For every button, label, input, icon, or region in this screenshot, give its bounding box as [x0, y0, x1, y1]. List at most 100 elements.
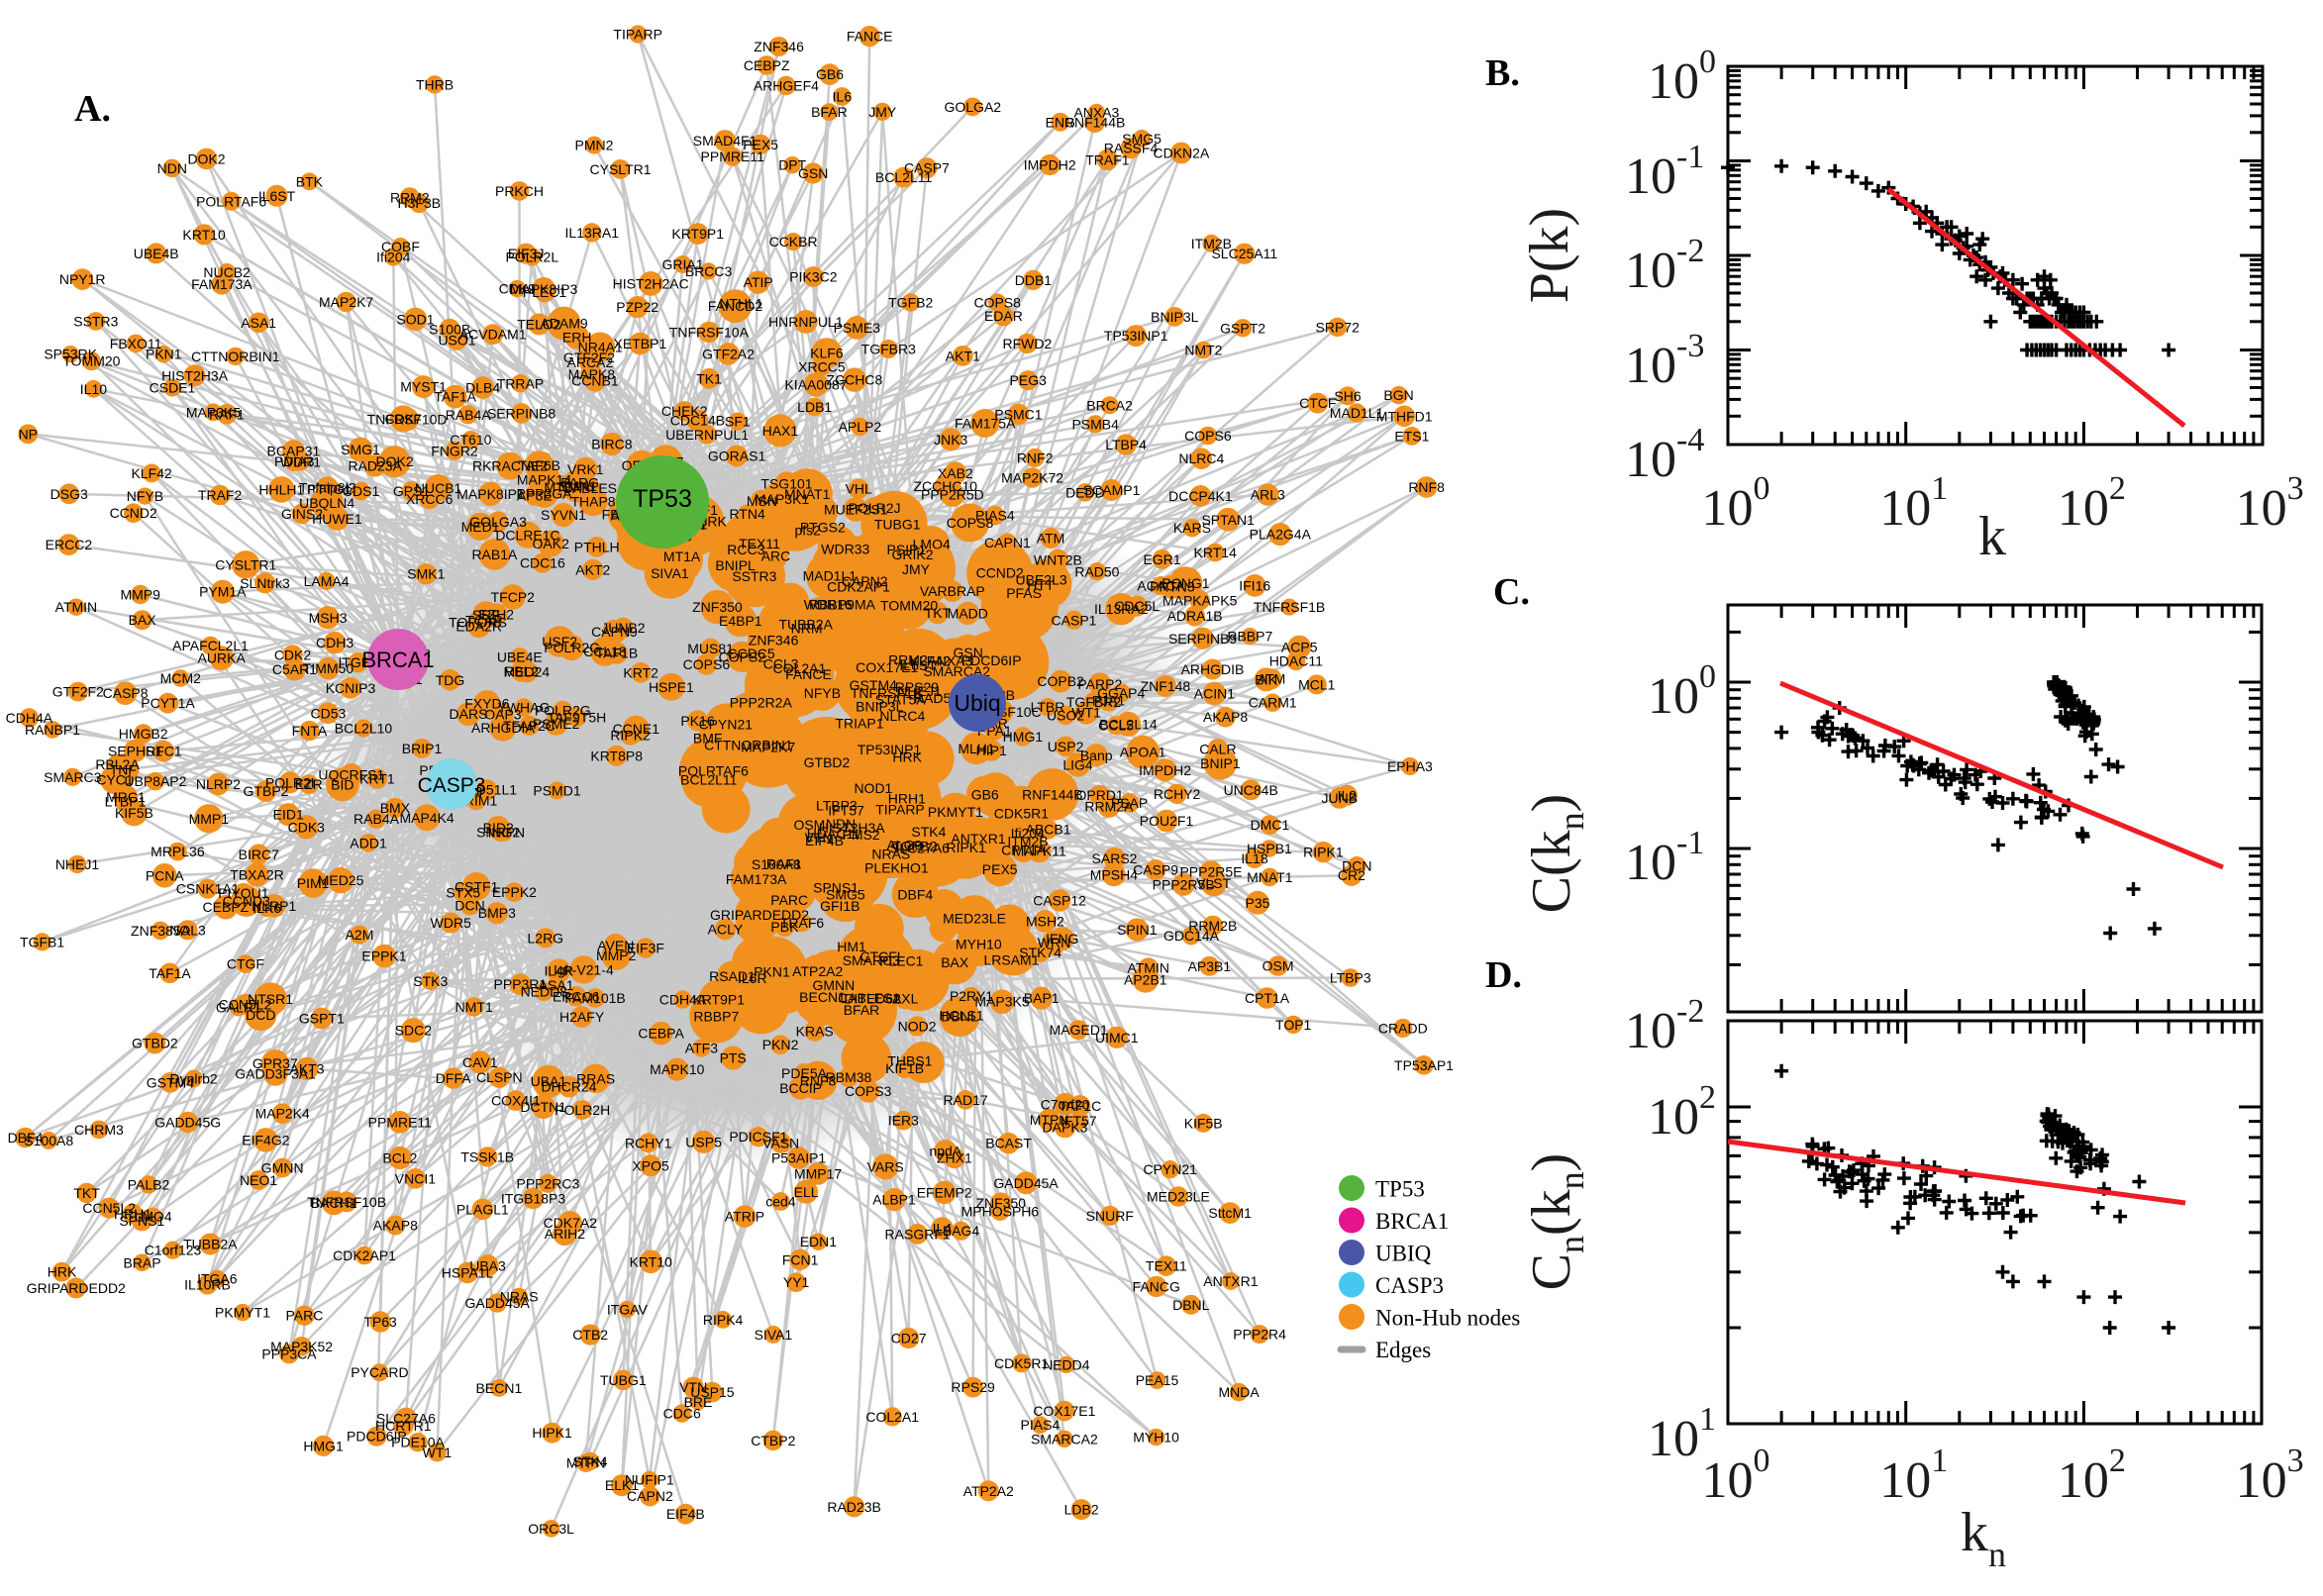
svg-text:SNRPN: SNRPN	[476, 825, 525, 841]
svg-text:BMF: BMF	[693, 730, 723, 746]
svg-text:P53AIP1: P53AIP1	[771, 1150, 826, 1166]
svg-text:SH6: SH6	[1334, 388, 1361, 404]
svg-text:OSM: OSM	[793, 817, 825, 833]
svg-text:ITGB18P3: ITGB18P3	[501, 1190, 566, 1206]
svg-text:KLF6: KLF6	[810, 346, 844, 361]
svg-text:GMNN: GMNN	[261, 1160, 304, 1176]
svg-text:KRT1: KRT1	[359, 771, 395, 787]
svg-text:JMY: JMY	[868, 104, 897, 120]
svg-text:BIRC8: BIRC8	[591, 437, 632, 452]
svg-text:MAPK10: MAPK10	[650, 1061, 704, 1077]
svg-text:APLP2: APLP2	[839, 419, 882, 435]
svg-text:DSG3: DSG3	[50, 486, 88, 502]
svg-text:SMG5: SMG5	[1122, 131, 1162, 147]
svg-text:TNFRSF1B: TNFRSF1B	[1254, 599, 1325, 615]
svg-text:DBF4: DBF4	[897, 887, 933, 903]
svg-text:NTSR1: NTSR1	[248, 991, 293, 1007]
svg-text:EIF4B: EIF4B	[666, 1506, 705, 1522]
svg-text:VTN: VTN	[679, 1379, 707, 1395]
svg-text:SSTR3: SSTR3	[732, 568, 776, 584]
svg-text:CCL18: CCL18	[583, 644, 627, 659]
svg-text:MSH2: MSH2	[1026, 914, 1064, 930]
svg-text:NLRC4: NLRC4	[879, 708, 925, 724]
svg-text:GOLGA2: GOLGA2	[945, 99, 1002, 115]
svg-text:PLAGL1: PLAGL1	[456, 1201, 509, 1217]
svg-text:MED23LE: MED23LE	[943, 910, 1006, 926]
svg-text:MED24: MED24	[503, 663, 550, 679]
svg-text:PIAS4: PIAS4	[1021, 1417, 1060, 1433]
svg-text:-2: -2	[1676, 993, 1704, 1030]
svg-text:UBA3: UBA3	[469, 1257, 506, 1273]
svg-text:ING2: ING2	[487, 825, 520, 841]
svg-text:UBA1: UBA1	[531, 1073, 567, 1089]
svg-text:MAP2K7: MAP2K7	[741, 739, 795, 754]
svg-text:DCCP4K1: DCCP4K1	[1168, 488, 1233, 504]
svg-text:AP3B1: AP3B1	[1188, 958, 1232, 974]
svg-text:EIF3J: EIF3J	[508, 246, 545, 261]
svg-text:PPP2R5E: PPP2R5E	[1179, 864, 1242, 880]
svg-text:ILK6: ILK6	[252, 900, 281, 916]
svg-text:BCL2L11: BCL2L11	[680, 772, 738, 788]
svg-text:MCM2: MCM2	[160, 670, 201, 686]
svg-text:PKMYT1: PKMYT1	[928, 804, 983, 820]
svg-text:HDAC11: HDAC11	[807, 826, 860, 842]
svg-text:RFWD2: RFWD2	[1003, 336, 1053, 351]
svg-text:MYH10: MYH10	[956, 937, 1002, 952]
svg-text:ERCC6: ERCC6	[553, 988, 600, 1004]
svg-text:DEDD: DEDD	[1065, 484, 1105, 500]
svg-text:GINS2: GINS2	[281, 506, 323, 522]
svg-text:CASP12: CASP12	[1033, 892, 1086, 908]
svg-text:GSN: GSN	[954, 645, 983, 660]
svg-text:PCYT1A: PCYT1A	[141, 695, 195, 711]
svg-text:KRT14: KRT14	[1194, 545, 1238, 560]
svg-text:CDC6: CDC6	[663, 1406, 701, 1422]
svg-text:CASP9: CASP9	[1133, 862, 1178, 878]
svg-text:TCAP: TCAP	[465, 612, 502, 628]
svg-text:IFT57: IFT57	[828, 803, 864, 819]
svg-text:KRT9P1: KRT9P1	[692, 992, 745, 1008]
svg-text:ABCB1: ABCB1	[1026, 822, 1071, 838]
svg-text:FCN1: FCN1	[782, 1251, 819, 1267]
svg-text:CYC1: CYC1	[96, 771, 134, 787]
svg-text:ERCC2: ERCC2	[46, 537, 93, 552]
svg-text:SERPINB9: SERPINB9	[1168, 631, 1237, 647]
svg-text:IFT57: IFT57	[1060, 1113, 1097, 1129]
svg-text:RIPK4: RIPK4	[703, 1312, 744, 1328]
svg-text:NHEJ1: NHEJ1	[55, 856, 100, 872]
svg-text:LTBR: LTBR	[1031, 699, 1065, 715]
svg-text:STK4: STK4	[911, 824, 946, 840]
svg-text:PCNG1: PCNG1	[1162, 575, 1209, 591]
svg-text:POLR2C: POLR2C	[544, 640, 599, 655]
svg-text:SYVN1: SYVN1	[541, 507, 586, 523]
svg-text:IFNG: IFNG	[1046, 931, 1078, 947]
svg-text:PPP2R5B: PPP2R5B	[1153, 877, 1215, 893]
svg-text:PTS: PTS	[720, 1050, 747, 1066]
svg-text:BNIP1: BNIP1	[1200, 755, 1241, 771]
svg-text:GSTM4: GSTM4	[850, 677, 897, 693]
svg-text:TOMM20: TOMM20	[880, 598, 938, 614]
svg-text:RFC1: RFC1	[146, 744, 182, 759]
svg-text:SMK1: SMK1	[407, 566, 445, 582]
svg-text:TNF: TNF	[110, 762, 137, 778]
svg-text:CEBPZ: CEBPZ	[744, 57, 790, 73]
svg-text:MAPK8IP1: MAPK8IP1	[456, 486, 525, 502]
svg-text:RCHY2: RCHY2	[1154, 786, 1201, 802]
svg-text:FANCE: FANCE	[785, 666, 832, 682]
svg-text:ARHGDIA: ARHGDIA	[471, 720, 535, 736]
svg-text:BAX: BAX	[129, 612, 157, 628]
svg-text:ITM2B: ITM2B	[1191, 236, 1232, 251]
svg-text:DBNL: DBNL	[1172, 1297, 1210, 1313]
svg-text:MAP2K7: MAP2K7	[319, 294, 373, 310]
svg-text:LTBP4: LTBP4	[1105, 437, 1147, 452]
svg-text:ASA1: ASA1	[539, 977, 574, 993]
svg-text:FANCE: FANCE	[847, 29, 893, 45]
svg-text:THAP8: THAP8	[570, 494, 615, 510]
svg-text:RNF144B: RNF144B	[1064, 115, 1125, 131]
svg-text:COL2A1: COL2A1	[773, 660, 827, 676]
svg-text:CABLES1: CABLES1	[838, 990, 900, 1006]
svg-text:BFAR: BFAR	[811, 104, 848, 120]
svg-text:10: 10	[1625, 835, 1676, 891]
svg-text:FAM101B: FAM101B	[564, 990, 625, 1006]
svg-text:CPT1A: CPT1A	[1245, 990, 1290, 1006]
svg-text:DFFA: DFFA	[436, 1070, 471, 1086]
